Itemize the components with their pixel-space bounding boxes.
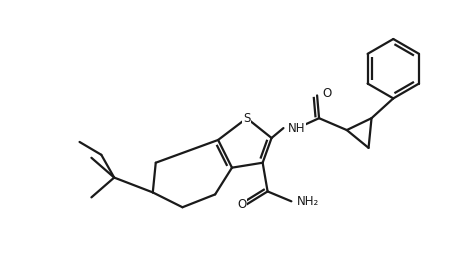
Text: NH₂: NH₂ [297, 195, 320, 208]
Text: NH: NH [288, 122, 305, 135]
Text: O: O [322, 87, 331, 100]
Text: S: S [243, 112, 251, 125]
Text: O: O [237, 198, 246, 211]
